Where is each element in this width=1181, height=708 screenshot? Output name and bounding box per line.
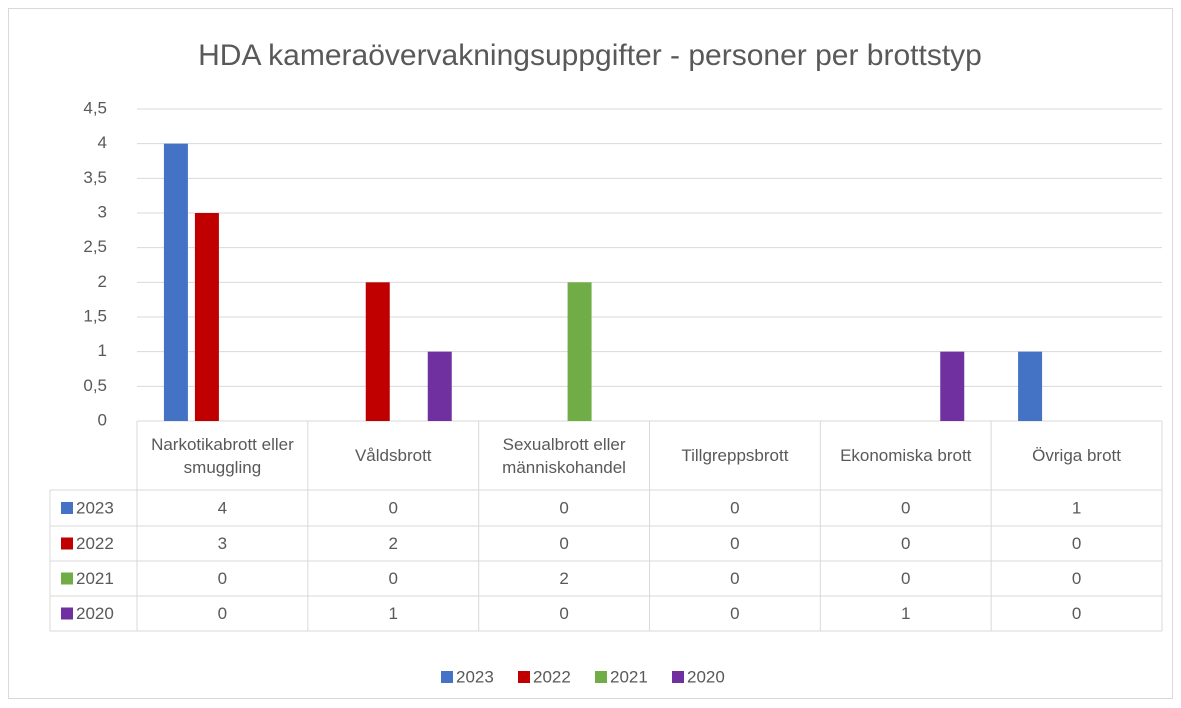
table-value: 2 [389,534,398,553]
bar [365,282,390,421]
table-value: 0 [559,534,568,553]
y-tick-label: 0,5 [83,376,107,395]
bar [1018,351,1043,421]
chart-border [8,8,1173,699]
y-tick-label: 1,5 [83,306,107,325]
table-value: 0 [1072,569,1081,588]
legend-key [595,671,607,683]
table-value: 0 [730,604,739,623]
table-value: 0 [901,498,910,517]
chart-title: HDA kameraövervakningsuppgifter - person… [198,39,982,72]
y-tick-label: 3 [98,202,107,221]
x-tick-label: Narkotikabrott eller smuggling [151,434,294,477]
x-tick-label: Våldsbrott [354,446,432,465]
row-label: 2020 [76,604,114,623]
table-value: 0 [559,498,568,517]
table-value: 0 [218,569,227,588]
table-value: 0 [730,569,739,588]
legend-label: 2020 [687,667,725,686]
bar [427,351,452,421]
table-value: 1 [389,604,398,623]
bar [567,282,592,421]
table-value: 0 [559,604,568,623]
legend-key [441,671,453,683]
bar [163,143,188,421]
table-value: 0 [389,569,398,588]
row-label: 2021 [76,569,114,588]
y-tick-label: 4,5 [83,98,107,117]
legend-key [518,671,530,683]
y-tick-label: 1 [98,341,107,360]
legend-label: 2023 [456,667,494,686]
legend-key [61,502,73,514]
legend-label: 2022 [533,667,571,686]
table-value: 0 [1072,534,1081,553]
bar [940,351,965,421]
row-label: 2023 [76,498,114,517]
table-value: 4 [218,498,227,517]
table-value: 1 [901,604,910,623]
table-value: 0 [901,569,910,588]
bar [194,213,219,421]
table-value: 2 [559,569,568,588]
y-tick-label: 2,5 [83,237,107,256]
table-value: 0 [901,534,910,553]
table-value: 0 [1072,604,1081,623]
row-label: 2022 [76,534,114,553]
y-tick-label: 2 [98,272,107,291]
legend-key [61,537,73,550]
x-tick-label: Ekonomiska brott [840,446,972,465]
table-value: 0 [218,604,227,623]
y-tick-label: 0 [98,410,107,429]
table-value: 0 [389,498,398,517]
legend-key [61,607,73,620]
x-tick-label: Övriga brott [1032,446,1121,465]
legend-key [672,671,684,683]
legend-label: 2021 [610,667,648,686]
y-tick-label: 3,5 [83,168,107,187]
table-value: 0 [730,498,739,517]
table-value: 1 [1072,498,1081,517]
y-tick-label: 4 [98,133,107,152]
legend-key [61,572,73,585]
table-value: 3 [218,534,227,553]
x-tick-label: Sexualbrott eller människohandel [502,434,626,477]
x-tick-label: Tillgreppsbrott [681,446,789,465]
table-value: 0 [730,534,739,553]
